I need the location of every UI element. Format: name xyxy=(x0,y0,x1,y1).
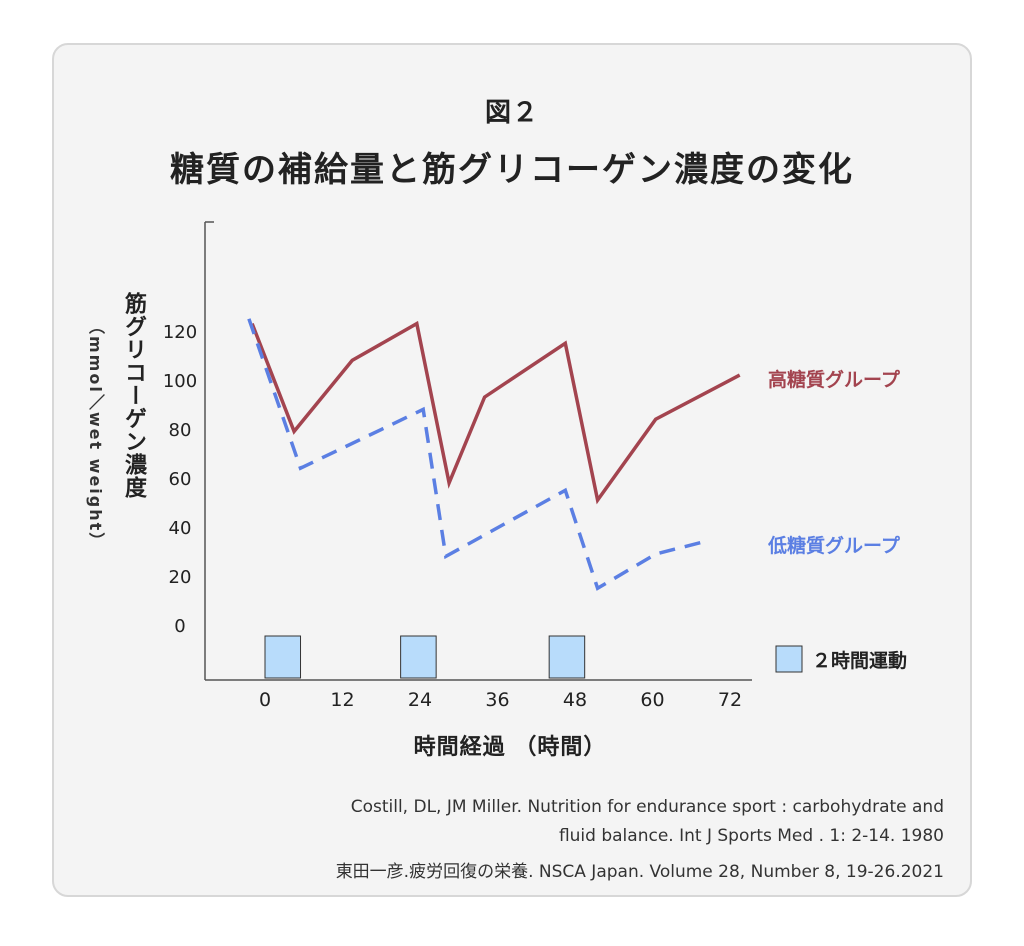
y-axis-label: 筋グリコーゲン濃度 xyxy=(121,292,146,499)
x-tick-label: 36 xyxy=(485,689,509,711)
x-tick-label: 60 xyxy=(640,689,664,711)
x-tick-label: 24 xyxy=(408,689,432,711)
x-tick-labels: 0 12 24 36 48 60 72 xyxy=(259,689,742,711)
y-tick-label: 80 xyxy=(169,420,192,441)
x-tick-label: 72 xyxy=(718,689,742,711)
legend-label: ２時間運動 xyxy=(812,650,907,672)
x-tick-label: 0 xyxy=(259,689,271,711)
y-tick-label: 0 xyxy=(174,616,185,637)
y-tick-label: 100 xyxy=(163,371,197,392)
exercise-bout-bar xyxy=(264,635,302,679)
series-line-low-carb xyxy=(247,318,705,591)
legend-swatch xyxy=(775,645,803,673)
series-label: 高糖質グループ xyxy=(768,368,901,391)
x-tick-label: 48 xyxy=(563,689,587,711)
y-tick-label: 40 xyxy=(169,518,192,539)
legend: ２時間運動 xyxy=(775,645,907,673)
series-label: 低糖質グループ xyxy=(767,534,901,557)
y-axis-unit: （mmol／wet weight） xyxy=(86,318,105,551)
series-line-high-carb xyxy=(250,320,741,505)
exercise-bout-bar xyxy=(548,635,586,679)
source-citation-line-1: Costill, DL, JM Miller. Nutrition for en… xyxy=(350,797,944,817)
x-tick-label: 12 xyxy=(330,689,354,711)
y-tick-labels: 0 20 40 60 80 100 120 xyxy=(163,322,197,637)
figure-title: 糖質の補給量と筋グリコーゲン濃度の変化 xyxy=(170,150,854,190)
y-tick-label: 120 xyxy=(163,322,197,343)
chart-axes xyxy=(204,221,752,681)
exercise-bout-bar xyxy=(400,635,437,679)
source-citation-line-3: 東田一彦.疲労回復の栄養. NSCA Japan. Volume 28, Num… xyxy=(335,862,944,882)
y-tick-label: 60 xyxy=(169,469,192,490)
figure-label: 図２ xyxy=(484,98,539,128)
y-tick-label: 20 xyxy=(169,567,192,588)
x-axis-label: 時間経過 （時間） xyxy=(413,735,607,760)
source-citation-line-2: fluid balance. Int J Sports Med . 1: 2-1… xyxy=(558,826,944,846)
exercise-bouts xyxy=(264,635,586,679)
